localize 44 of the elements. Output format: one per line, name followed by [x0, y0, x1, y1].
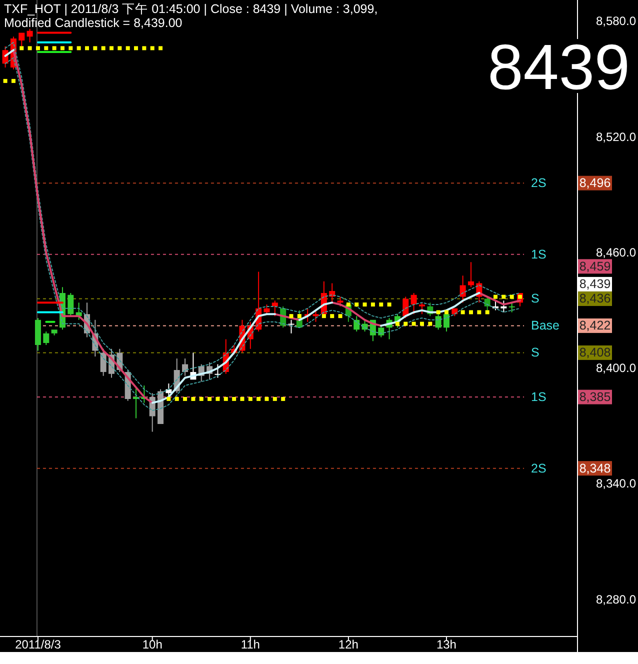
candlestick: [410, 292, 417, 314]
x-tick-label: 13h: [436, 638, 456, 652]
text: 8,408: [579, 346, 611, 360]
candlestick: [378, 326, 384, 338]
x-tick-label: 12h: [338, 638, 358, 652]
ref-line-label: 1S: [531, 390, 546, 404]
y-tick-label: 8,280.0: [596, 592, 636, 606]
text: 8,439: [579, 277, 611, 292]
candlestick: [460, 276, 466, 303]
text: 8,496: [579, 176, 611, 190]
candlestick: [443, 312, 450, 332]
candlestick: [51, 330, 58, 336]
candlestick: [288, 320, 294, 334]
text: 8,459: [579, 259, 611, 274]
x-tick-label: 10h: [142, 638, 162, 652]
candlestick: [435, 314, 442, 330]
candlestick: [468, 262, 474, 288]
text: Modified Candlestick = 8,439.00: [4, 16, 182, 30]
y-tick-label: 8,340.0: [596, 476, 636, 491]
y-tick-label: 8,400.0: [596, 361, 636, 376]
candlestick: [68, 292, 74, 316]
ref-line-label: 2S: [531, 461, 546, 476]
ref-line-label: Base: [531, 318, 560, 333]
ref-line-label: S: [531, 346, 540, 360]
ref-line-label: 2S: [531, 176, 546, 190]
candlestick: [34, 318, 41, 351]
ref-line-label: 1S: [531, 247, 546, 262]
candlestick: [26, 28, 33, 42]
chart-title: TXF_HOT | 2011/8/3 下午 01:45:00 | Close : 8439 | Volume : 3,099,: [4, 2, 378, 16]
candlestick: [354, 316, 360, 332]
text: 8,436: [579, 292, 611, 306]
ref-line-label: S: [531, 292, 540, 306]
annotation: 8439: [488, 31, 630, 103]
text: 8,422: [579, 318, 611, 333]
candlestick: [43, 331, 50, 345]
candlestick: [18, 32, 25, 46]
x-tick-label: 11h: [240, 638, 260, 652]
candlestick: [182, 358, 188, 376]
text: 8,385: [579, 390, 611, 404]
y-tick-label: 8,460.0: [596, 245, 636, 260]
y-tick-label: 8,520.0: [596, 130, 636, 144]
x-tick-label: 2011/8/3: [15, 638, 62, 652]
text: 8,348: [579, 461, 611, 476]
y-tick-label: 8,580.0: [596, 14, 636, 28]
